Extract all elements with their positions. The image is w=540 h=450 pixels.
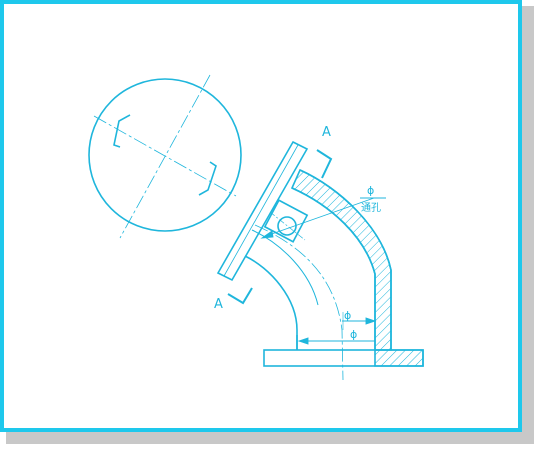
flange-slot-lower xyxy=(198,161,217,196)
flange-view xyxy=(88,74,242,239)
dim-arrow-right xyxy=(365,317,377,325)
flange-centerline-b xyxy=(93,115,237,197)
section-marker-upper xyxy=(316,149,333,179)
diameter-dimensions xyxy=(297,312,377,345)
leader-arrow xyxy=(260,230,274,239)
inner-contour-right xyxy=(291,187,376,350)
section-markers xyxy=(227,149,333,305)
inner-contour-left xyxy=(244,255,298,350)
section-label-upper: A xyxy=(322,125,331,140)
drawing-frame xyxy=(0,0,522,432)
section-marker-lower xyxy=(227,287,253,305)
hole-leader xyxy=(260,197,386,239)
flange-centerline-a xyxy=(119,74,211,239)
diameter-label-upper: ϕ xyxy=(344,309,351,322)
flange-slot-upper xyxy=(113,114,131,148)
section-label-lower: A xyxy=(214,297,223,312)
outer-contour xyxy=(299,169,392,350)
pipe-centerline xyxy=(254,224,344,381)
hole-diameter-symbol: ϕ xyxy=(367,184,374,197)
base-flange-hatch xyxy=(374,349,424,367)
through-hole xyxy=(277,216,297,236)
flange-circle xyxy=(88,78,242,232)
hole-centerline xyxy=(269,211,306,241)
inclined-flange xyxy=(216,140,309,282)
through-hole-note: 通孔 xyxy=(361,202,381,214)
inner-wall-left xyxy=(251,229,319,306)
dim-arrow-left xyxy=(297,337,309,345)
diameter-label-lower: ϕ xyxy=(350,328,357,341)
flange-inner-edge xyxy=(223,144,299,277)
elbow-section xyxy=(216,140,424,381)
